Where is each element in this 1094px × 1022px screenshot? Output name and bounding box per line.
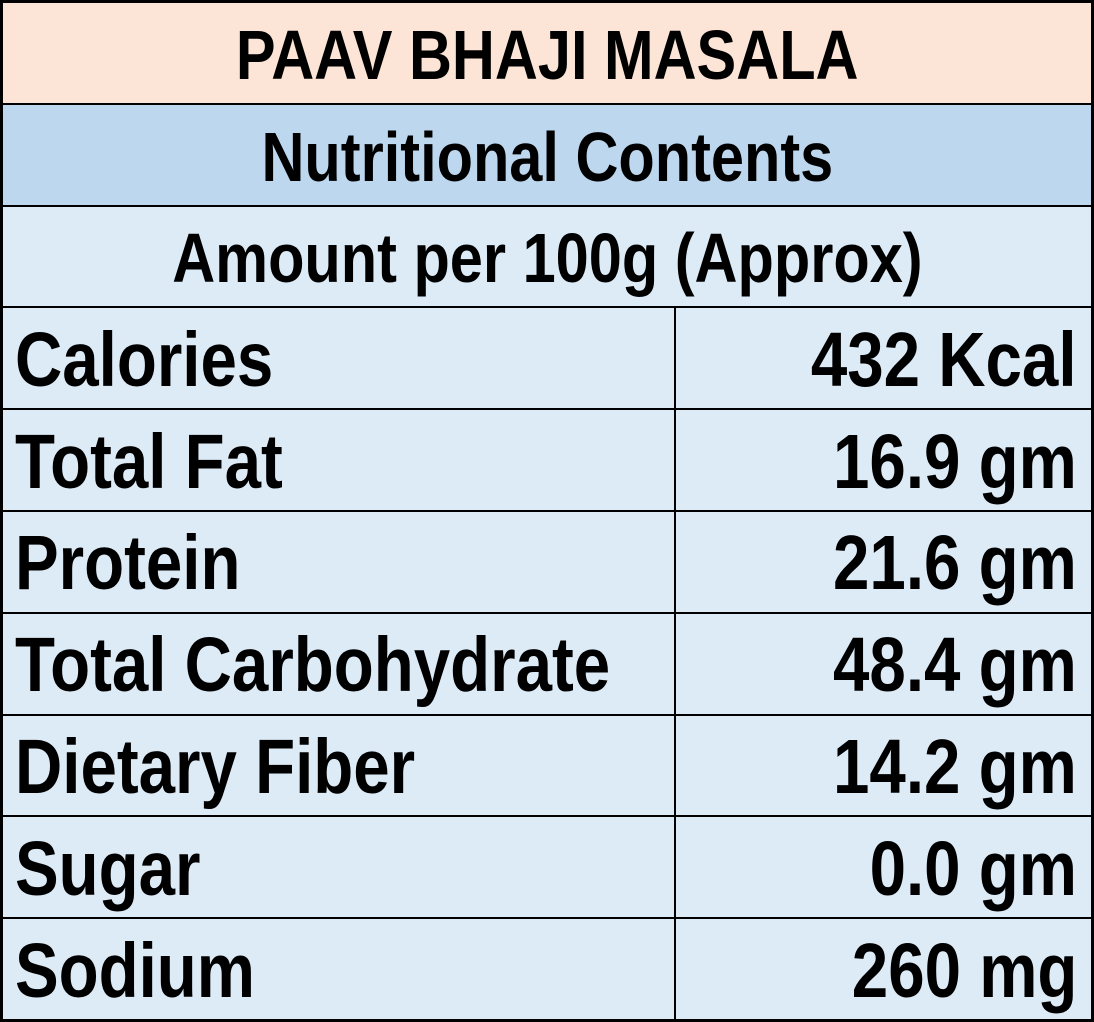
nutrient-label-cell: Total Carbohydrate [3, 614, 674, 714]
nutrient-label-cell: Sodium [3, 919, 674, 1019]
table-row-calories: Calories 432 Kcal [3, 306, 1091, 409]
nutrient-value: 260 mg [851, 927, 1077, 1014]
nutrient-value-cell: 14.2 gm [674, 715, 1091, 816]
table-row-sodium: Sodium 260 mg [3, 917, 1091, 1019]
product-title: PAAV BHAJI MASALA [235, 15, 859, 94]
nutrient-label-cell: Total Fat [3, 410, 674, 510]
nutrient-label-cell: Calories [3, 308, 674, 408]
nutrient-label: Sodium [15, 927, 255, 1014]
amount-per-100g-header: Amount per 100g (Approx) [171, 219, 923, 298]
nutrient-value-cell: 16.9 gm [674, 410, 1091, 510]
nutritional-contents-header-row: Nutritional Contents [3, 102, 1091, 205]
nutrient-value-cell: 432 Kcal [674, 308, 1091, 409]
nutrient-value: 0.0 gm [869, 825, 1077, 912]
nutrient-label-cell: Dietary Fiber [3, 716, 674, 816]
nutrient-value-cell: 260 mg [674, 919, 1091, 1019]
amount-per-100g-header-row: Amount per 100g (Approx) [3, 204, 1091, 307]
nutrient-label: Dietary Fiber [15, 723, 416, 810]
nutrient-label: Total Fat [15, 418, 283, 505]
table-row-total-fat: Total Fat 16.9 gm [3, 408, 1091, 510]
table-row-protein: Protein 21.6 gm [3, 509, 1091, 612]
nutrient-value-cell: 48.4 gm [674, 613, 1091, 714]
nutrient-value: 432 Kcal [811, 316, 1077, 403]
nutrient-label-cell: Sugar [3, 817, 674, 917]
nutrient-value-cell: 21.6 gm [674, 511, 1091, 612]
nutrient-value-cell: 0.0 gm [674, 817, 1091, 918]
nutrient-value: 21.6 gm [833, 520, 1077, 607]
nutrient-label: Protein [15, 520, 241, 607]
nutrient-label: Sugar [15, 825, 201, 912]
nutrient-value: 16.9 gm [833, 418, 1077, 505]
nutrient-label: Total Carbohydrate [15, 622, 611, 709]
table-row-total-carbohydrate: Total Carbohydrate 48.4 gm [3, 611, 1091, 714]
nutrient-label-cell: Protein [3, 512, 674, 612]
table-row-sugar: Sugar 0.0 gm [3, 815, 1091, 918]
nutritional-contents-header: Nutritional Contents [261, 117, 833, 196]
table-row-dietary-fiber: Dietary Fiber 14.2 gm [3, 713, 1091, 816]
nutrient-value: 48.4 gm [833, 622, 1077, 709]
nutrient-label: Calories [15, 316, 274, 403]
nutrient-value: 14.2 gm [833, 723, 1077, 810]
product-title-row: PAAV BHAJI MASALA [3, 3, 1091, 103]
